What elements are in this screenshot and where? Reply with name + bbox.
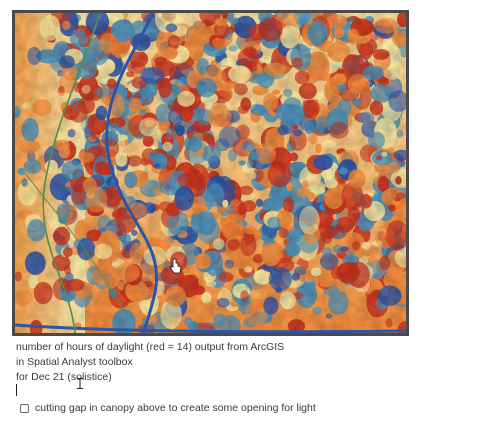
daylight-raster: [15, 13, 406, 333]
road-line: [105, 13, 158, 333]
hand-pointer-icon: [170, 258, 182, 274]
caption-line-3: for Dec 21 (solistice): [16, 371, 112, 383]
task-item[interactable]: cutting gap in canopy above to create so…: [20, 401, 316, 415]
task-label: cutting gap in canopy above to create so…: [35, 402, 316, 414]
road-line-bottom: [15, 323, 406, 333]
task-checkbox[interactable]: [20, 403, 29, 413]
caption-line-2: in Spatial Analyst toolbox: [16, 356, 133, 368]
daylight-raster-image: [12, 10, 409, 336]
caption-line-1: number of hours of daylight (red = 14) o…: [16, 341, 285, 353]
caption-block[interactable]: number of hours of daylight (red = 14) o…: [16, 340, 476, 385]
trail-line: [42, 13, 101, 333]
trail-line-2: [24, 172, 126, 314]
text-caret: [16, 384, 17, 396]
ibeam-cursor-icon: [77, 378, 83, 389]
